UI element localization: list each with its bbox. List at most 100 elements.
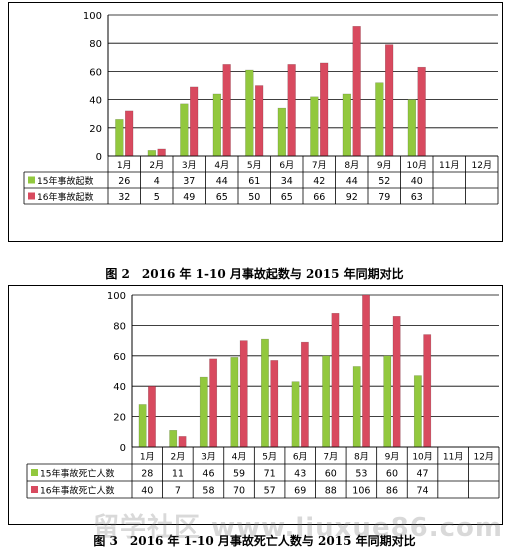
bar-series1 [375,82,384,157]
y-tick-label: 100 [83,11,102,22]
bar-series2 [270,360,279,448]
y-tick-label: 40 [113,382,126,393]
bar-series2 [287,64,296,157]
data-label: 70 [233,486,245,497]
data-label: 4 [154,176,160,187]
bar-series2 [157,148,166,157]
data-label: 66 [313,192,325,203]
bar-series1 [277,107,287,157]
x-tick-label: 10月 [407,160,427,171]
data-label: 40 [411,176,423,187]
bar-series1 [310,96,319,157]
data-label: 52 [378,176,390,187]
data-label: 43 [294,469,306,480]
x-tick-label: 1月 [117,160,132,171]
data-label: 106 [352,486,370,497]
x-tick-label: 3月 [201,452,216,463]
data-label: 86 [386,486,398,497]
x-tick-label: 3月 [182,160,197,171]
y-tick-label: 40 [89,96,102,107]
data-label: 7 [175,486,181,497]
bar-series2 [190,86,199,157]
x-tick-label: 4月 [232,452,247,463]
death-count-chart: 0 20 40 60 80 100 1月 2月 3月 4月 5月 6月 7月 8月 9月 10月 11月 12月 1… [26,291,500,499]
bar-series2 [331,312,340,448]
bar-series2 [320,62,329,157]
data-label: 61 [248,176,260,187]
data-label: 50 [248,192,260,203]
legend-swatch [31,486,38,493]
bar-series2 [300,341,309,448]
data-label: 79 [378,192,390,203]
data-label: 42 [313,176,325,187]
bar-series1 [180,103,189,157]
data-label: 69 [294,486,306,497]
legend-swatch [28,176,35,184]
y-tick-label: 0 [96,152,102,163]
bar-series2 [417,66,426,157]
x-tick-label: 12月 [473,452,493,463]
bar-series1 [245,69,254,157]
y-tick-label: 60 [113,352,126,363]
data-label: 63 [411,192,423,203]
x-tick-label: 8月 [354,452,369,463]
bar-series1 [383,355,392,448]
bar-series1 [352,366,361,448]
bar-series1 [169,430,178,448]
data-label: 58 [202,486,214,497]
data-label: 28 [141,469,153,480]
x-tick-label: 11月 [439,160,459,171]
legend-swatch [31,469,38,476]
data-label: 40 [141,486,153,497]
accident-count-chart: 0 20 40 60 80 100 1月 2月 3月 4月 5月 6月 7月 8月 9月 10月 11月 12月 1… [23,11,499,205]
data-label: 88 [325,486,337,497]
x-tick-label: 1月 [140,452,155,463]
bar-series1 [261,338,269,448]
data-label: 59 [233,469,245,480]
bar-series2 [148,385,156,448]
bar-series1 [342,93,352,157]
x-tick-label: 2月 [149,160,164,171]
x-tick-label: 6月 [293,452,308,463]
x-tick-label: 4月 [214,160,229,171]
bar-series2 [239,340,248,448]
data-label: 46 [202,469,214,480]
data-label: 60 [325,469,337,480]
data-label: 34 [281,176,293,187]
figure-2-caption: 图 2 2016 年 1-10 月事故起数与 2015 年同期对比 [105,267,404,281]
bar-series2 [385,44,394,157]
x-tick-label: 8月 [344,160,359,171]
data-label: 92 [346,192,358,203]
y-tick-label: 0 [120,443,126,454]
x-tick-label: 9月 [385,452,400,463]
bar-series2 [423,334,432,448]
bar-series2 [392,316,401,448]
bar-series2 [178,436,187,448]
legend-entry: 16年事故死亡人数 [40,485,114,497]
bar-series1 [407,99,417,157]
y-tick-label: 60 [89,67,102,78]
bar-series2 [352,26,361,157]
y-tick-label: 20 [89,124,102,135]
x-tick-label: 12月 [472,160,492,171]
x-tick-label: 6月 [279,160,294,171]
legend-swatch [28,192,35,200]
data-label: 32 [118,192,130,203]
bar-series2 [222,64,231,157]
data-label: 47 [416,469,428,480]
legend-entry: 16年事故起数 [37,191,93,203]
data-label: 74 [416,486,428,497]
data-label: 60 [386,469,398,480]
data-label: 44 [346,176,358,187]
data-label: 53 [355,469,367,480]
bar-series1 [138,404,147,448]
x-tick-label: 7月 [312,160,327,171]
bar-series1 [147,150,156,157]
x-tick-label: 5月 [247,160,262,171]
x-tick-label: 9月 [377,160,392,171]
figure-3-caption: 图 3 2016 年 1-10 月事故死亡人数与 2015 年同期对比 [93,534,416,548]
bar-series2 [362,294,370,448]
x-tick-label: 5月 [262,452,277,463]
x-tick-label: 7月 [323,452,338,463]
data-label: 44 [216,176,228,187]
